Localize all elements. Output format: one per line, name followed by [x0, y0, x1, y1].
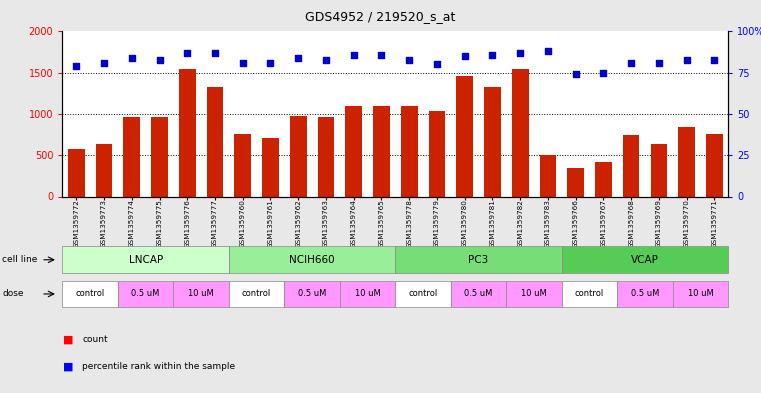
Bar [512, 68, 528, 196]
Point [625, 60, 637, 66]
Bar [651, 144, 667, 196]
Bar [118, 281, 174, 307]
Bar [617, 281, 673, 307]
Point [70, 63, 82, 69]
Bar [290, 116, 307, 196]
Point [375, 51, 387, 58]
Text: 10 uM: 10 uM [188, 290, 214, 298]
Bar [506, 281, 562, 307]
Text: PC3: PC3 [469, 255, 489, 265]
Text: control: control [409, 290, 438, 298]
Bar [568, 167, 584, 196]
Text: dose: dose [2, 290, 24, 298]
Point [708, 56, 721, 62]
Bar [562, 281, 617, 307]
Text: 0.5 uM: 0.5 uM [298, 290, 326, 298]
Bar [340, 281, 396, 307]
Bar [622, 136, 639, 196]
Point [431, 61, 443, 68]
Point [320, 56, 332, 62]
Point [292, 55, 304, 61]
Point [653, 60, 665, 66]
Text: control: control [75, 290, 105, 298]
Bar [68, 149, 84, 196]
Text: count: count [82, 336, 108, 344]
Bar [62, 246, 229, 273]
Text: ■: ■ [63, 361, 74, 371]
Bar [562, 246, 728, 273]
Text: NCIH660: NCIH660 [289, 255, 335, 265]
Bar [428, 112, 445, 196]
Bar [595, 162, 612, 196]
Bar [678, 127, 695, 196]
Point [680, 56, 693, 62]
Point [237, 60, 249, 66]
Bar [345, 106, 362, 196]
Bar [706, 134, 723, 196]
Bar [373, 106, 390, 196]
Bar [285, 281, 340, 307]
Bar [673, 281, 728, 307]
Bar [207, 87, 223, 196]
Text: 0.5 uM: 0.5 uM [132, 290, 160, 298]
Point [348, 51, 360, 58]
Bar [401, 106, 418, 196]
Text: control: control [242, 290, 271, 298]
Text: 0.5 uM: 0.5 uM [464, 290, 493, 298]
Text: LNCAP: LNCAP [129, 255, 163, 265]
Bar [540, 155, 556, 196]
Point [542, 48, 554, 54]
Point [597, 70, 610, 76]
Text: cell line: cell line [2, 255, 37, 264]
Bar [123, 117, 140, 196]
Bar [151, 117, 168, 196]
Point [154, 56, 166, 62]
Text: control: control [575, 290, 604, 298]
Point [264, 60, 276, 66]
Bar [234, 134, 251, 196]
Bar [396, 246, 562, 273]
Point [126, 55, 138, 61]
Point [98, 60, 110, 66]
Text: GDS4952 / 219520_s_at: GDS4952 / 219520_s_at [305, 10, 456, 23]
Bar [451, 281, 506, 307]
Text: percentile rank within the sample: percentile rank within the sample [82, 362, 235, 371]
Bar [62, 281, 118, 307]
Bar [174, 281, 229, 307]
Bar [179, 68, 196, 196]
Bar [229, 281, 285, 307]
Bar [317, 117, 334, 196]
Point [181, 50, 193, 56]
Point [486, 51, 498, 58]
Bar [396, 281, 451, 307]
Point [514, 50, 527, 56]
Bar [262, 138, 279, 196]
Bar [484, 87, 501, 196]
Bar [96, 144, 113, 196]
Text: 10 uM: 10 uM [688, 290, 713, 298]
Point [209, 50, 221, 56]
Bar [229, 246, 396, 273]
Point [403, 56, 416, 62]
Text: 10 uM: 10 uM [355, 290, 380, 298]
Text: VCAP: VCAP [631, 255, 659, 265]
Bar [457, 76, 473, 196]
Text: 0.5 uM: 0.5 uM [631, 290, 659, 298]
Point [569, 71, 581, 77]
Text: 10 uM: 10 uM [521, 290, 547, 298]
Point [459, 53, 471, 59]
Text: ■: ■ [63, 335, 74, 345]
